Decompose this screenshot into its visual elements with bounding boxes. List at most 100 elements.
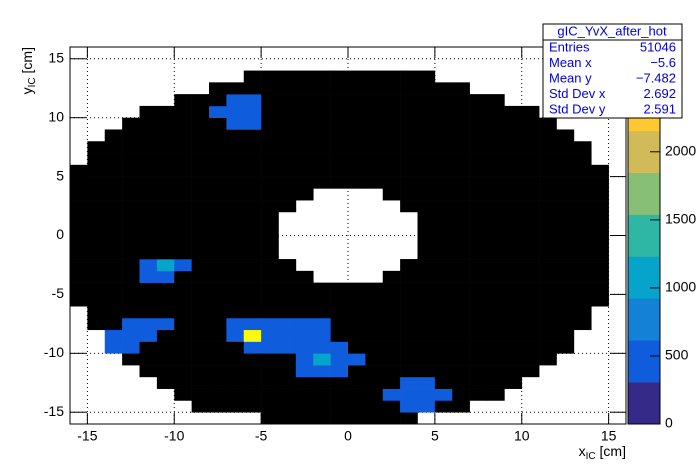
cell	[122, 294, 140, 307]
cell	[226, 329, 245, 342]
cell	[278, 82, 297, 95]
cell	[539, 306, 557, 319]
cell	[382, 388, 401, 401]
cell	[174, 141, 192, 154]
cell	[487, 365, 505, 378]
cell	[70, 270, 88, 283]
cell	[382, 141, 401, 154]
cell	[156, 188, 175, 201]
cell	[295, 176, 314, 189]
cell	[87, 282, 106, 295]
cell	[313, 105, 331, 118]
cell	[226, 153, 245, 166]
cell	[417, 94, 436, 107]
cell	[295, 365, 314, 378]
cell	[382, 341, 401, 354]
cell	[487, 176, 505, 189]
cell	[452, 341, 470, 354]
cell	[209, 94, 227, 107]
cell	[469, 117, 488, 130]
cell	[521, 259, 540, 272]
cell	[278, 164, 297, 177]
cell	[209, 129, 227, 142]
cell	[417, 82, 436, 95]
cell	[469, 164, 488, 177]
cell	[556, 317, 575, 331]
cell	[382, 270, 401, 283]
cell	[348, 294, 366, 307]
cell	[226, 235, 245, 248]
cell	[452, 294, 470, 307]
cell	[434, 141, 453, 154]
cell	[70, 223, 88, 236]
cell	[278, 365, 297, 378]
cell	[556, 259, 575, 272]
cell	[434, 188, 453, 201]
cell	[556, 294, 575, 307]
cell	[434, 200, 453, 213]
cell	[295, 282, 314, 295]
cell	[209, 164, 227, 177]
cell	[104, 282, 123, 295]
cell	[139, 105, 158, 118]
cell	[330, 306, 349, 319]
cell	[278, 153, 297, 166]
stats-value: 2.692	[643, 86, 676, 101]
cell	[504, 353, 523, 366]
cell	[104, 270, 123, 283]
stats-label: Std Dev y	[549, 101, 606, 116]
cell	[243, 294, 262, 307]
cell	[417, 70, 436, 83]
cell	[174, 235, 192, 248]
cell	[87, 294, 106, 307]
cell	[104, 176, 123, 189]
cell	[261, 129, 279, 142]
cell	[243, 329, 262, 342]
cell	[365, 341, 384, 354]
cell	[434, 259, 453, 272]
cell	[261, 247, 279, 260]
cell	[313, 176, 331, 189]
cell	[139, 282, 158, 295]
cell	[139, 200, 158, 213]
cell	[191, 211, 210, 225]
cell	[400, 259, 418, 272]
cell	[156, 376, 175, 389]
cell	[226, 376, 245, 389]
cell	[330, 388, 349, 401]
cell	[556, 153, 575, 166]
cell	[573, 259, 592, 272]
cell	[278, 188, 297, 201]
cell	[434, 82, 453, 95]
cell	[261, 117, 279, 130]
cell	[487, 117, 505, 130]
cell	[191, 259, 210, 272]
cell	[365, 376, 384, 389]
cell	[452, 153, 470, 166]
stats-label: Mean y	[549, 70, 592, 85]
cell	[591, 282, 609, 295]
cell	[382, 117, 401, 130]
cell	[417, 188, 436, 201]
cell	[191, 376, 210, 389]
cell	[382, 282, 401, 295]
cell	[122, 353, 140, 366]
cell	[313, 353, 331, 366]
cell	[469, 317, 488, 331]
cell	[591, 223, 609, 236]
cell	[278, 117, 297, 130]
cell	[487, 341, 505, 354]
cell	[400, 353, 418, 366]
y-tick-label: 15	[48, 49, 64, 65]
cell	[226, 388, 245, 401]
cell	[226, 82, 245, 95]
cell	[139, 247, 158, 260]
cell	[191, 105, 210, 118]
cell	[191, 365, 210, 378]
cell	[365, 317, 384, 331]
cell	[191, 129, 210, 142]
cell	[191, 294, 210, 307]
cell	[348, 153, 366, 166]
cell	[400, 94, 418, 107]
x-label-base: x	[579, 443, 586, 459]
